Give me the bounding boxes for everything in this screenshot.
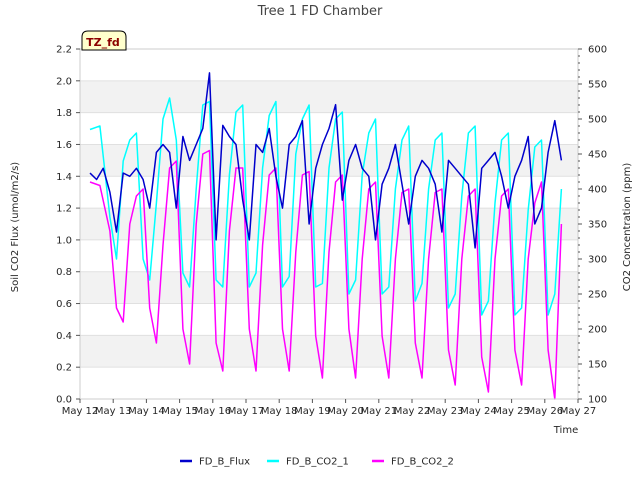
legend-label: FD_B_Flux	[199, 457, 250, 468]
badge-label: TZ_fd	[86, 36, 120, 49]
x-tick-label: May 22	[394, 406, 431, 417]
badge-shape	[81, 30, 127, 51]
x-axis-label: Time	[553, 425, 578, 436]
y2-tick-label: 100	[588, 395, 607, 406]
y2-tick-label: 200	[588, 325, 607, 336]
grid-band	[80, 335, 578, 368]
x-tick-label: May 25	[493, 406, 530, 417]
series-line-fd-b-flux	[89, 72, 563, 249]
grid-band	[80, 80, 578, 113]
y-tick-label: 1.0	[56, 235, 72, 246]
y-tick-label: 0.8	[56, 267, 72, 278]
x-tick-label: May 16	[195, 406, 232, 417]
y2-axis-label: CO2 Concentration (ppm)	[622, 163, 633, 292]
series-line-fd-b-co2-1	[89, 97, 563, 316]
y-axis-label: Soil CO2 Flux (umol/m2/s)	[10, 162, 21, 292]
x-tick-label: May 17	[228, 406, 265, 417]
y-tick-label: 2.0	[56, 76, 72, 87]
series-line-fd-b-co2-2	[89, 149, 563, 400]
y-tick-label: 1.6	[56, 140, 72, 151]
x-tick-label: May 13	[95, 406, 132, 417]
x-tick-label: May 27	[560, 406, 597, 417]
legend-label: FD_B_CO2_2	[391, 457, 454, 468]
chart-title: Tree 1 FD Chamber	[257, 4, 383, 19]
x-tick-label: May 20	[327, 406, 364, 417]
y2-tick-label: 500	[588, 115, 607, 126]
y2-tick-label: 300	[588, 255, 607, 266]
y-tick-label: 1.8	[56, 108, 72, 119]
tz-badge: TZ_fd	[81, 30, 127, 51]
y-tick-label: 0.2	[56, 363, 72, 374]
y-tick-label: 0.0	[56, 395, 72, 406]
y-tick-label: 1.4	[56, 172, 72, 183]
y-tick-label: 0.6	[56, 299, 72, 310]
x-tick-label: May 26	[527, 406, 564, 417]
x-tick-label: May 18	[261, 406, 298, 417]
y-tick-label: 1.2	[56, 204, 72, 215]
legend-label: FD_B_CO2_1	[286, 457, 349, 468]
grid-bands	[80, 80, 578, 368]
x-tick-label: May 21	[361, 406, 398, 417]
y2-tick-label: 150	[588, 360, 607, 371]
y2-tick-label: 250	[588, 290, 607, 301]
legend: FD_B_Flux FD_B_CO2_1 FD_B_CO2_2	[180, 457, 454, 468]
y-axis-left: 0.0 0.2 0.4 0.6 0.8 1.0 1.2 1.4 1.6 1.8 2.0 2.2	[56, 45, 80, 406]
y2-tick-label: 450	[588, 150, 607, 161]
x-tick-label: May 14	[128, 406, 165, 417]
x-tick-label: May 24	[460, 406, 497, 417]
y2-tick-label: 400	[588, 185, 607, 196]
x-tick-label: May 12	[62, 406, 99, 417]
x-tick-label: May 23	[427, 406, 464, 417]
plot-series	[89, 72, 563, 400]
y-axis-right: 100 150 200 250 300 350 400 450 500 550 600	[578, 45, 607, 406]
x-tick-label: May 19	[294, 406, 331, 417]
y2-tick-label: 350	[588, 220, 607, 231]
y-tick-label: 0.4	[56, 331, 72, 342]
y2-tick-label: 600	[588, 45, 607, 56]
y2-tick-label: 550	[588, 80, 607, 91]
y-tick-label: 2.2	[56, 45, 72, 56]
x-tick-label: May 15	[161, 406, 198, 417]
grid-band	[80, 271, 578, 304]
